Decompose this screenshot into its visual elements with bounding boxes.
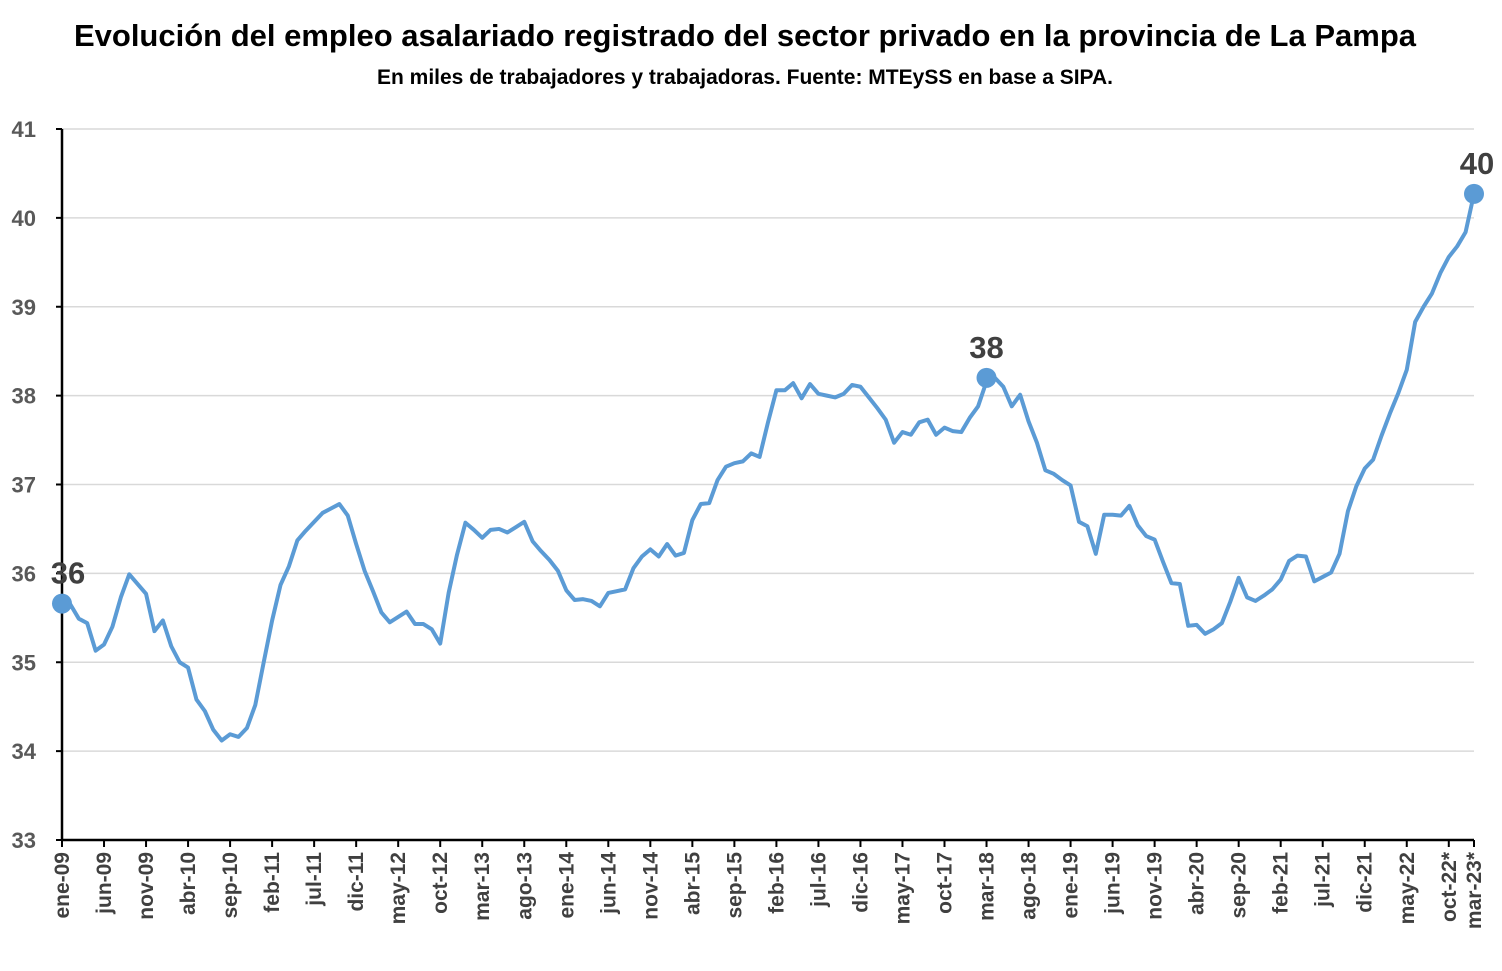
x-tick-label: jun-14 (597, 852, 620, 915)
x-tick-label: nov-14 (639, 852, 662, 920)
chart-title: Evolución del empleo asalariado registra… (73, 18, 1417, 53)
x-tick-label: nov-19 (1144, 852, 1167, 920)
series-line (60, 191, 1476, 743)
x-tick-label: oct-17 (934, 852, 957, 914)
x-tick-label: abr-10 (177, 852, 200, 915)
data-point-marker (52, 593, 72, 614)
x-tick-label: mar-18 (976, 852, 999, 921)
x-tick-label: feb-16 (765, 852, 788, 914)
x-tick-label: dic-21 (1354, 852, 1377, 913)
data-label: 40 (1460, 146, 1494, 181)
x-tick-label: mar-13 (471, 852, 494, 921)
x-tick-label: jul-16 (807, 852, 830, 908)
x-tick-label: sep-20 (1228, 852, 1251, 919)
x-tick-label: ene-19 (1060, 852, 1083, 919)
x-tick-label: abr-20 (1186, 852, 1209, 915)
x-tick-label: ene-14 (555, 852, 578, 919)
x-tick-label: abr-15 (681, 852, 704, 915)
x-tick-label: dic-16 (849, 852, 872, 913)
y-tick-label: 39 (12, 295, 36, 320)
x-tick-label: feb-21 (1270, 852, 1293, 914)
x-tick-label: may-12 (387, 852, 410, 924)
data-labels: 36 38 40 (51, 146, 1494, 614)
x-tick-label: jun-19 (1102, 852, 1125, 915)
y-tick-label: 40 (12, 206, 36, 231)
x-tick-label: may-22 (1396, 852, 1419, 924)
x-tick-label: may-17 (891, 852, 914, 924)
y-tick-label: 33 (12, 828, 36, 853)
gridlines (62, 128, 1474, 752)
x-tick-label: ene-09 (51, 852, 74, 919)
x-tick-label: feb-11 (261, 852, 284, 913)
x-tick-label: jun-09 (93, 852, 116, 915)
x-tick-label: ago-13 (513, 852, 536, 920)
y-tick-label: 34 (12, 739, 37, 764)
x-tick-label: jul-11 (303, 852, 326, 907)
series-group (60, 191, 1476, 743)
y-tick-label: 37 (12, 473, 36, 498)
x-axis: ene-09 jun-09 nov-09 abr-10 sep-10 feb-11 jul-… (51, 838, 1486, 929)
y-axis: 33 34 35 36 37 38 39 40 41 (12, 117, 64, 853)
data-label: 36 (51, 556, 85, 591)
data-point-marker (1464, 183, 1484, 204)
x-tick-label: mar-23* (1463, 851, 1486, 929)
data-label: 38 (969, 330, 1003, 365)
chart-subtitle: En miles de trabajadores y trabajadoras.… (376, 66, 1114, 89)
data-point-marker (976, 367, 997, 388)
y-tick-label: 38 (12, 384, 36, 409)
y-tick-label: 41 (12, 117, 36, 142)
x-tick-label: dic-11 (345, 852, 368, 912)
x-tick-label: oct-12 (429, 852, 452, 914)
x-tick-label: ago-18 (1018, 852, 1041, 920)
x-tick-label: sep-15 (723, 852, 746, 919)
y-tick-label: 35 (12, 650, 36, 675)
x-tick-label: oct-22* (1438, 851, 1461, 922)
x-tick-label: nov-09 (135, 852, 158, 920)
x-tick-label: jul-21 (1312, 852, 1335, 908)
y-tick-label: 36 (12, 561, 36, 586)
x-tick-label: sep-10 (219, 852, 242, 919)
